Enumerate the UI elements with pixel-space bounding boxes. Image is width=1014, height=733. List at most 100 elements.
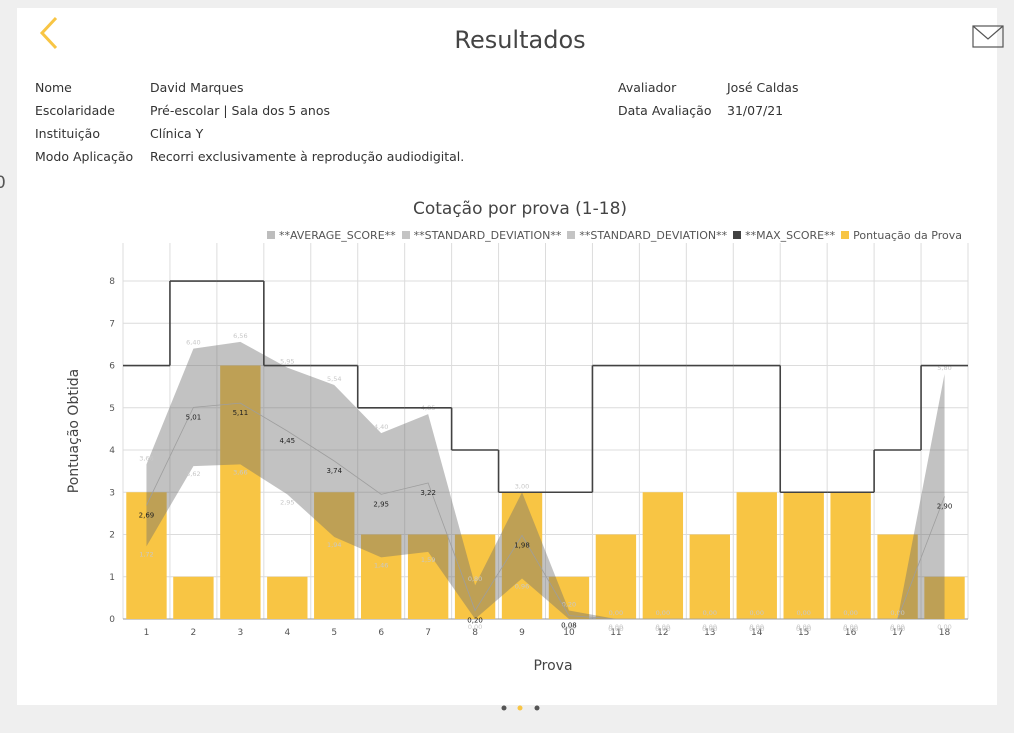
legend-swatch	[266, 231, 275, 239]
chart-title: Cotação por prova (1-18)	[413, 199, 627, 219]
std-deviation-label: 0,00	[656, 623, 670, 631]
legend-item[interactable]: **STANDARD_DEVIATION**	[401, 229, 561, 242]
x-tick-label: 18	[939, 628, 951, 638]
x-tick-label: 7	[425, 628, 431, 638]
info-label: Escolaridade	[35, 103, 115, 118]
info-row: Avaliador José Caldas	[618, 80, 798, 103]
average-label: 0,00	[749, 625, 765, 633]
std-deviation-label: 0,00	[796, 623, 810, 631]
info-value: José Caldas	[727, 80, 799, 95]
std-deviation-label: 3,62	[186, 470, 200, 478]
std-deviation-label: 0,80	[468, 575, 482, 583]
average-label: 3,22	[420, 489, 436, 497]
info-value: David Marques	[150, 80, 244, 95]
std-deviation-label: 0,00	[609, 609, 623, 617]
std-deviation-label: 0,00	[703, 609, 717, 617]
x-tick-label: 9	[519, 628, 525, 638]
legend-swatch	[733, 231, 742, 239]
info-label: Data Avaliação	[618, 103, 712, 118]
x-axis-label: Prova	[533, 658, 572, 674]
y-tick-label: 4	[109, 446, 115, 456]
legend-label: **AVERAGE_SCORE**	[278, 229, 396, 242]
average-label: 0,20	[467, 617, 483, 625]
x-tick-label: 16	[845, 628, 857, 638]
x-tick-label: 10	[563, 628, 575, 638]
page-dot[interactable]	[501, 705, 507, 711]
average-line	[146, 402, 945, 620]
average-label: 5,11	[233, 409, 249, 417]
info-value: Pré-escolar | Sala dos 5 anos	[150, 103, 330, 118]
std-deviation-label: 0,00	[937, 623, 951, 631]
average-label: 0,08	[561, 622, 577, 630]
bar	[877, 534, 918, 619]
average-label: 0,00	[843, 625, 859, 633]
y-axis-label: Pontuação Obtida	[66, 369, 82, 493]
bar	[548, 576, 590, 619]
y-tick-label: 7	[109, 319, 115, 329]
info-value: Clínica Y	[150, 126, 204, 141]
info-label: Avaliador	[618, 80, 677, 95]
bar	[314, 492, 355, 619]
bar	[830, 492, 871, 619]
std-deviation-label: 4,40	[374, 423, 388, 431]
legend-item[interactable]: **MAX_SCORE**	[733, 229, 835, 242]
average-label: 0,00	[796, 625, 812, 633]
std-deviation-label: 0,00	[843, 609, 857, 617]
std-deviation-label: 6,56	[233, 332, 247, 340]
info-label: Instituição	[35, 126, 100, 141]
mail-button[interactable]	[972, 25, 1004, 48]
std-deviation-label: 0,00	[468, 623, 482, 631]
x-tick-label: 13	[704, 628, 715, 638]
std-deviation-label: 0,00	[890, 609, 904, 617]
x-tick-label: 1	[144, 628, 150, 638]
y-tick-label: 8	[109, 277, 115, 287]
info-row: Modo Aplicação Recorri exclusivamente à r…	[35, 149, 464, 172]
legend-item[interactable]: **AVERAGE_SCORE**	[266, 229, 396, 242]
legend-label: **MAX_SCORE**	[745, 229, 836, 242]
bar	[361, 534, 402, 619]
info-left: Nome David Marques Escolaridade Pré-escola…	[35, 80, 464, 172]
info-row: Escolaridade Pré-escolar | Sala dos 5 ano…	[35, 103, 464, 126]
x-tick-label: 12	[657, 628, 668, 638]
x-tick-label: 14	[751, 628, 763, 638]
page-dot[interactable]	[534, 705, 540, 711]
std-deviation-label: 1,72	[139, 550, 153, 558]
std-deviation-label: 5,80	[937, 364, 951, 372]
average-label: 0,00	[890, 625, 906, 633]
y-tick-label: 6	[109, 362, 115, 372]
std-deviation-label: 1,59	[421, 556, 435, 564]
x-tick-label: 15	[798, 628, 809, 638]
std-deviation-label: 0,96	[515, 582, 529, 590]
back-button[interactable]	[39, 16, 58, 50]
legend-item[interactable]: **STANDARD_DEVIATION**	[567, 229, 727, 242]
average-label: 3,74	[326, 467, 342, 475]
std-deviation-label: 0,00	[890, 623, 904, 631]
legend-swatch	[401, 231, 410, 239]
y-tick-label: 1	[109, 573, 115, 583]
y-tick-label: 2	[109, 531, 115, 541]
legend: **AVERAGE_SCORE** **STANDARD_DEVIATION** *…	[266, 229, 962, 242]
std-deviation-label: 6,40	[186, 339, 200, 347]
std-deviation-label: 3,66	[233, 468, 247, 476]
std-deviation-label: 0,00	[609, 623, 623, 631]
std-deviation-label: 0,00	[750, 623, 764, 631]
info-label: Nome	[35, 80, 72, 95]
legend-swatch	[841, 231, 850, 239]
average-label: 0,00	[702, 625, 718, 633]
x-tick-label: 11	[610, 628, 621, 638]
average-label: 2,90	[937, 502, 953, 510]
x-tick-label: 5	[331, 628, 337, 638]
y-tick-label: 0	[109, 615, 115, 625]
x-tick-label: 2	[191, 628, 197, 638]
bar	[173, 576, 214, 619]
legend-item[interactable]: Pontuação da Prova	[841, 229, 962, 242]
average-label: 0,00	[608, 625, 624, 633]
bar	[126, 492, 167, 619]
bar	[783, 492, 824, 619]
info-value: 31/07/21	[727, 103, 784, 118]
info-value: Recorri exclusivamente à reprodução audi…	[150, 149, 465, 164]
std-deviation-label: 1,94	[327, 541, 341, 549]
page-dot-active[interactable]	[517, 705, 523, 711]
